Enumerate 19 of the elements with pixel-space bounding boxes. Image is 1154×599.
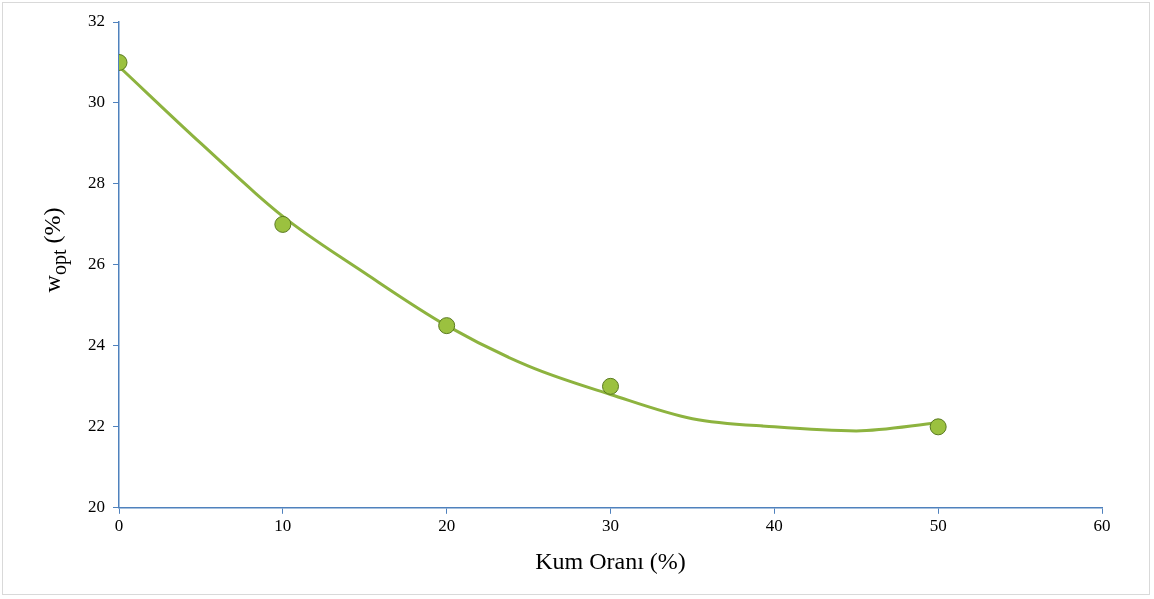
y-tick-label: 22 [88,416,105,436]
point [274,215,292,233]
x-tick-label: 0 [114,516,124,536]
x-tick-label: 40 [765,516,783,536]
y-tick-label: 32 [88,11,105,31]
y-tick-label: 24 [88,335,106,355]
point [602,377,619,395]
x-tick-label: 50 [929,516,947,536]
y-tick-label: 28 [88,173,105,193]
point [929,418,947,436]
point [438,317,456,335]
x-axis-title: Kum Oranı (%) [535,547,686,574]
x-tick-label: 10 [274,516,292,536]
y-tick-label: 20 [88,497,105,517]
y-tick-label: 30 [88,92,105,112]
x-tick-label: 30 [602,516,619,536]
x-tick-label: 20 [438,516,456,536]
y-tick-label: 26 [88,254,105,274]
x-tick-label: 60 [1093,516,1111,536]
